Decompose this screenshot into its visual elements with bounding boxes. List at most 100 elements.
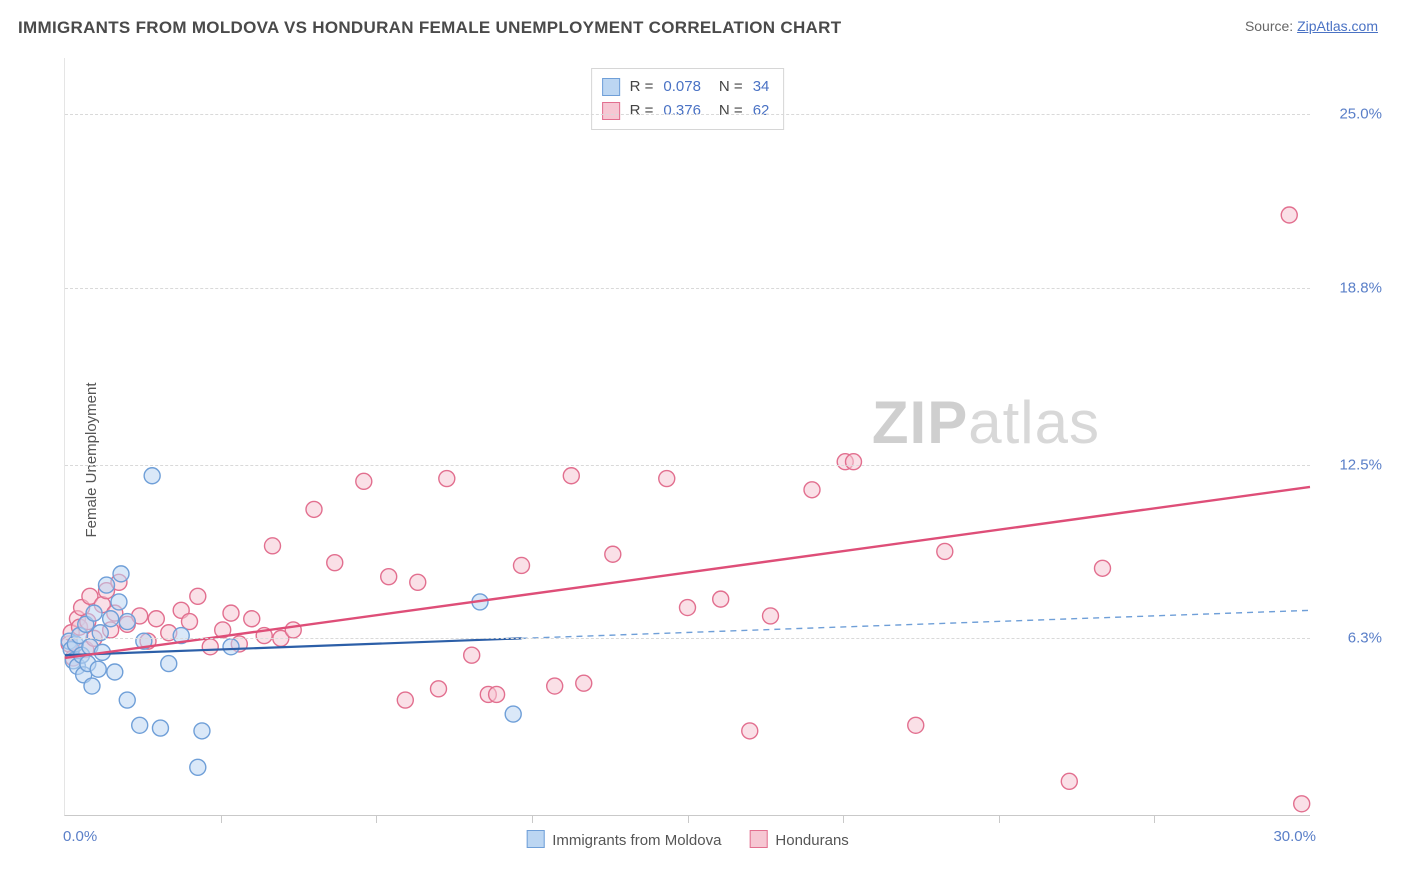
gridline [65, 465, 1310, 466]
legend-swatch-moldova-icon [526, 830, 544, 848]
trend-line [65, 638, 522, 655]
data-point-moldova [86, 605, 102, 621]
legend-label-hondurans: Hondurans [775, 832, 848, 849]
data-point-moldova [194, 723, 210, 739]
data-point-hondurans [381, 569, 397, 585]
legend-label-moldova: Immigrants from Moldova [552, 832, 721, 849]
gridline [65, 114, 1310, 115]
data-point-hondurans [680, 600, 696, 616]
trend-line [522, 610, 1311, 638]
stat-r-value-hondurans: 0.376 [663, 99, 701, 123]
data-point-hondurans [763, 608, 779, 624]
data-point-hondurans [356, 473, 372, 489]
x-axis-max-label: 30.0% [1273, 828, 1316, 845]
data-point-hondurans [804, 482, 820, 498]
data-point-hondurans [605, 546, 621, 562]
data-point-moldova [152, 720, 168, 736]
source-label: Source: [1245, 18, 1293, 34]
stat-r-label: R = [630, 99, 654, 123]
data-point-moldova [505, 706, 521, 722]
legend-bottom: Immigrants from Moldova Hondurans [526, 830, 849, 849]
data-point-moldova [107, 664, 123, 680]
gridline [65, 638, 1310, 639]
source-attribution: Source: ZipAtlas.com [1245, 18, 1378, 34]
data-point-moldova [119, 692, 135, 708]
data-point-hondurans [713, 591, 729, 607]
gridline [65, 288, 1310, 289]
data-point-hondurans [846, 454, 862, 470]
x-tick [843, 815, 844, 823]
data-point-moldova [111, 594, 127, 610]
x-tick [688, 815, 689, 823]
stat-n-value-moldova: 34 [753, 75, 770, 99]
data-point-moldova [161, 656, 177, 672]
legend-item-moldova: Immigrants from Moldova [526, 830, 721, 849]
legend-item-hondurans: Hondurans [749, 830, 848, 849]
data-point-moldova [144, 468, 160, 484]
data-point-hondurans [244, 611, 260, 627]
stat-n-label: N = [719, 99, 743, 123]
x-tick [221, 815, 222, 823]
legend-stats-box: R = 0.078 N = 34 R = 0.376 N = 62 [591, 68, 785, 130]
data-point-hondurans [285, 622, 301, 638]
x-axis-min-label: 0.0% [63, 828, 97, 845]
data-point-hondurans [547, 678, 563, 694]
chart-container: Female Unemployment ZIPatlas R = 0.078 N… [18, 48, 1388, 872]
data-point-moldova [223, 639, 239, 655]
stat-r-value-moldova: 0.078 [663, 75, 701, 99]
data-point-hondurans [563, 468, 579, 484]
data-point-hondurans [1061, 773, 1077, 789]
legend-swatch-hondurans [602, 102, 620, 120]
data-point-hondurans [659, 471, 675, 487]
x-tick [532, 815, 533, 823]
data-point-hondurans [937, 543, 953, 559]
data-point-moldova [99, 577, 115, 593]
data-point-hondurans [1281, 207, 1297, 223]
source-link[interactable]: ZipAtlas.com [1297, 18, 1378, 34]
legend-swatch-moldova [602, 78, 620, 96]
data-point-hondurans [464, 647, 480, 663]
data-point-hondurans [223, 605, 239, 621]
y-tick-label: 12.5% [1318, 456, 1382, 473]
data-point-hondurans [1095, 560, 1111, 576]
data-point-hondurans [202, 639, 218, 655]
data-point-hondurans [489, 686, 505, 702]
chart-title: IMMIGRANTS FROM MOLDOVA VS HONDURAN FEMA… [18, 18, 841, 38]
data-point-hondurans [1294, 796, 1310, 812]
data-point-hondurans [908, 717, 924, 733]
data-point-hondurans [306, 501, 322, 517]
data-point-moldova [103, 611, 119, 627]
data-point-hondurans [148, 611, 164, 627]
data-point-hondurans [410, 574, 426, 590]
data-point-hondurans [265, 538, 281, 554]
legend-stats-row-hondurans: R = 0.376 N = 62 [602, 99, 770, 123]
x-tick [1154, 815, 1155, 823]
y-tick-label: 6.3% [1318, 630, 1382, 647]
legend-swatch-hondurans-icon [749, 830, 767, 848]
scatter-svg [65, 58, 1310, 815]
data-point-hondurans [327, 555, 343, 571]
y-tick-label: 18.8% [1318, 279, 1382, 296]
data-point-hondurans [514, 557, 530, 573]
data-point-hondurans [397, 692, 413, 708]
data-point-moldova [119, 614, 135, 630]
data-point-hondurans [190, 588, 206, 604]
stat-n-label: N = [719, 75, 743, 99]
data-point-moldova [132, 717, 148, 733]
data-point-hondurans [439, 471, 455, 487]
plot-area: ZIPatlas R = 0.078 N = 34 R = 0.376 N = … [64, 58, 1310, 816]
legend-stats-row-moldova: R = 0.078 N = 34 [602, 75, 770, 99]
stat-r-label: R = [630, 75, 654, 99]
x-tick [376, 815, 377, 823]
data-point-hondurans [182, 614, 198, 630]
data-point-hondurans [576, 675, 592, 691]
x-tick [999, 815, 1000, 823]
data-point-moldova [113, 566, 129, 582]
data-point-moldova [84, 678, 100, 694]
data-point-moldova [90, 661, 106, 677]
data-point-hondurans [742, 723, 758, 739]
data-point-moldova [190, 759, 206, 775]
stat-n-value-hondurans: 62 [753, 99, 770, 123]
y-tick-label: 25.0% [1318, 106, 1382, 123]
data-point-hondurans [431, 681, 447, 697]
